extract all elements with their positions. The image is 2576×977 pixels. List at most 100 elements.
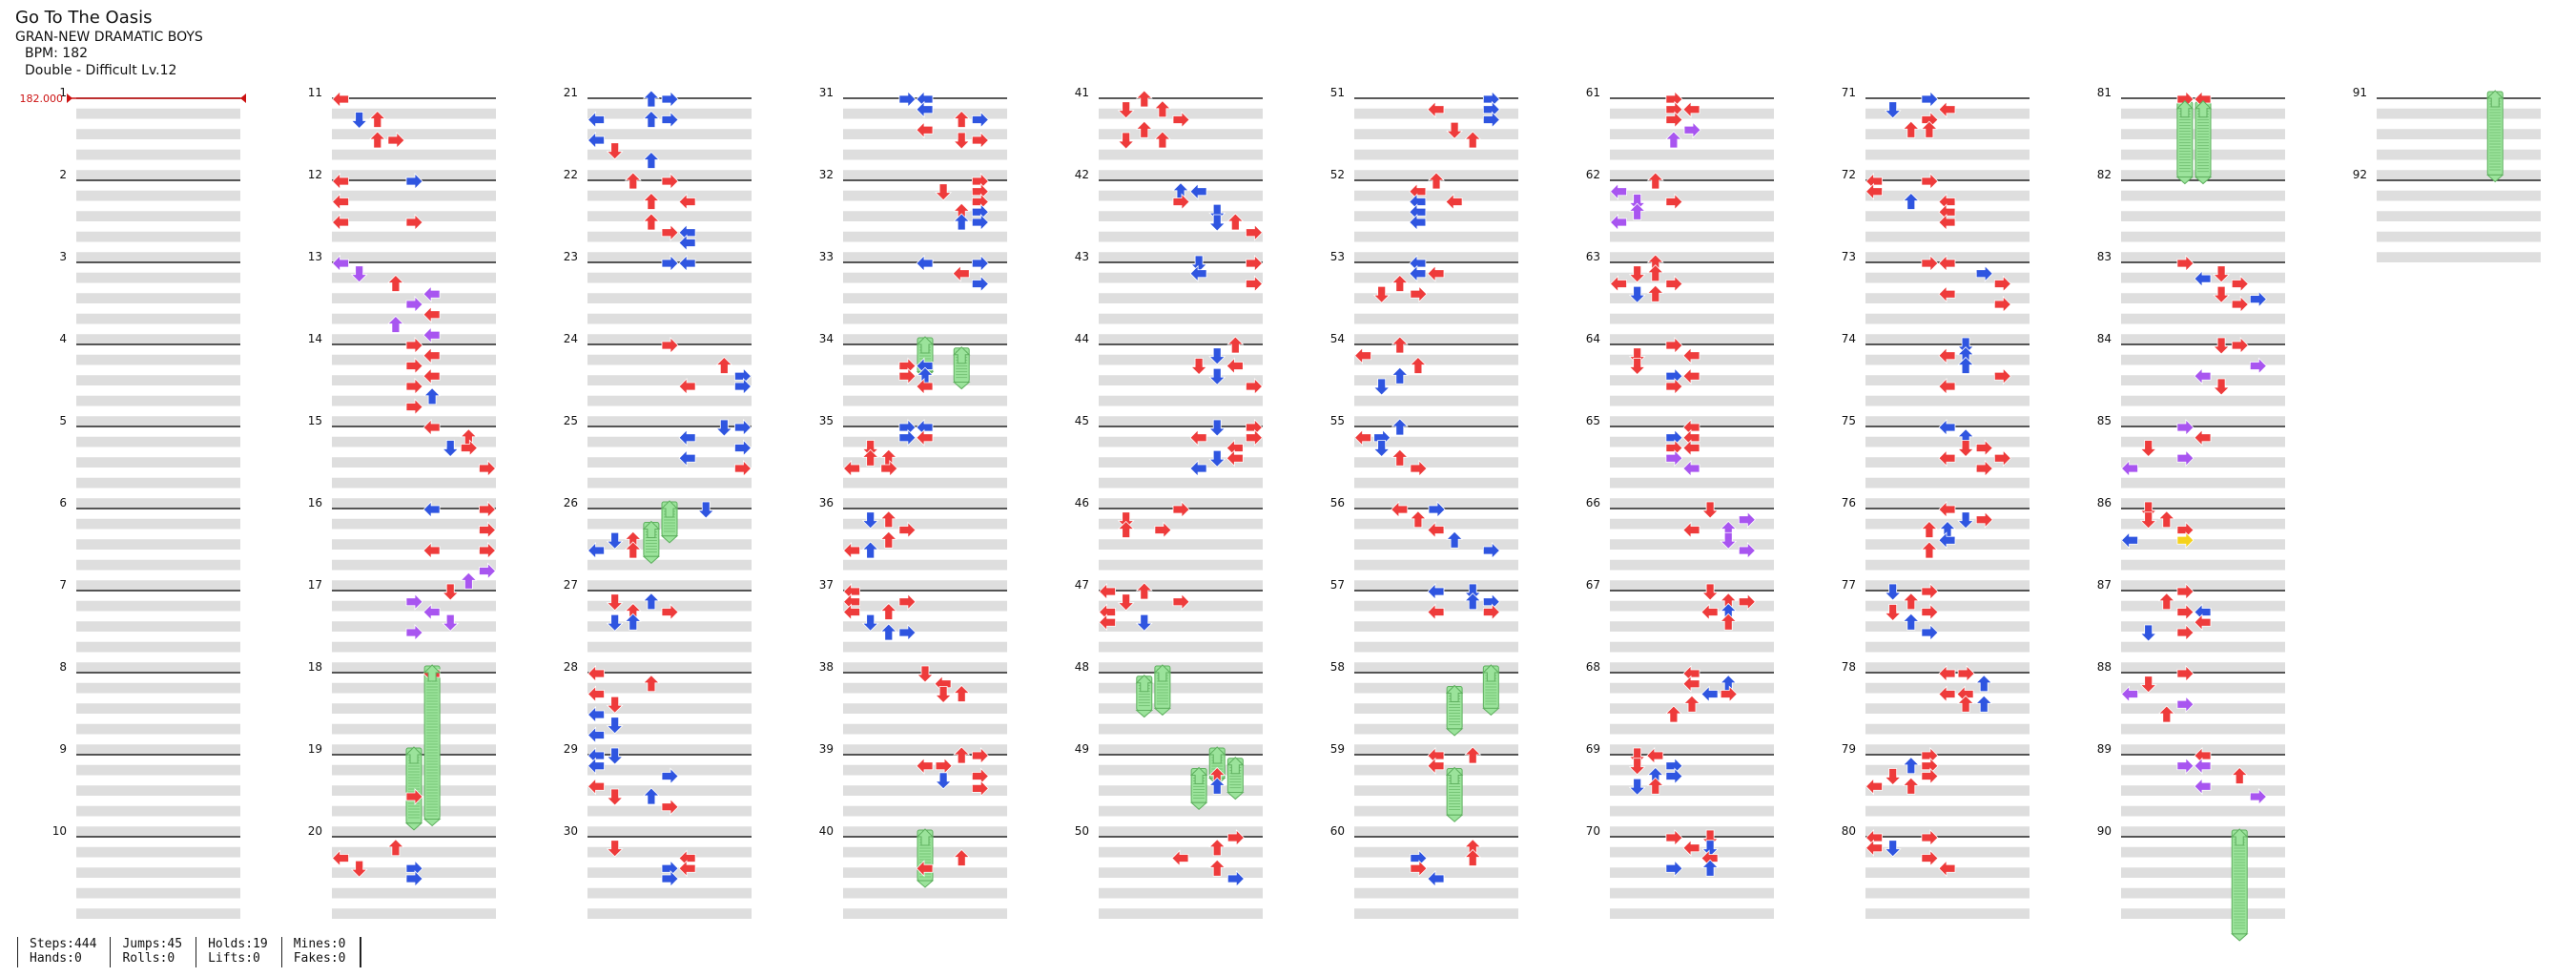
arrow-right-icon bbox=[734, 439, 752, 457]
beat-band bbox=[1865, 600, 2030, 612]
beat-band bbox=[843, 559, 1007, 571]
beat-band bbox=[1099, 641, 1263, 653]
arrow-right-icon bbox=[1975, 439, 1993, 457]
arrow-up-icon bbox=[1902, 592, 1920, 611]
arrow-up-icon bbox=[1646, 284, 1664, 302]
arrow-right-icon bbox=[2231, 337, 2249, 354]
beat-band bbox=[76, 498, 240, 509]
beat-band bbox=[332, 457, 496, 468]
measure-number: 22 bbox=[564, 168, 578, 181]
arrow-right-icon bbox=[1665, 337, 1683, 354]
arrow-right-icon bbox=[1226, 870, 1245, 887]
measure-number: 75 bbox=[1842, 414, 1856, 427]
beat-band bbox=[332, 846, 496, 858]
arrow-down-icon bbox=[1208, 367, 1226, 385]
arrow-down-icon bbox=[606, 747, 624, 765]
beat-band bbox=[843, 252, 1007, 262]
beat-band bbox=[1354, 375, 1518, 385]
beat-band bbox=[332, 354, 496, 365]
beat-band bbox=[1865, 190, 2030, 201]
measure-number: 69 bbox=[1586, 742, 1600, 756]
measure-number: 45 bbox=[1075, 414, 1089, 427]
beat-band bbox=[843, 600, 1007, 612]
beat-band bbox=[1099, 518, 1263, 530]
arrow-left-icon bbox=[1609, 275, 1627, 293]
measure-number: 21 bbox=[564, 86, 578, 99]
arrow-down-icon bbox=[917, 665, 934, 683]
arrow-left-icon bbox=[1609, 182, 1627, 200]
arrow-down-icon bbox=[697, 501, 715, 519]
beat-band bbox=[1099, 846, 1263, 858]
arrow-right-icon bbox=[1665, 111, 1683, 129]
arrow-up-icon bbox=[1135, 90, 1153, 108]
beat-band bbox=[1865, 641, 2030, 653]
arrow-left-icon bbox=[422, 603, 441, 621]
arrow-right-icon bbox=[405, 788, 423, 805]
beat-band bbox=[1099, 272, 1263, 283]
beat-band bbox=[2121, 641, 2285, 653]
beat-band bbox=[76, 211, 240, 221]
beat-band bbox=[1354, 395, 1518, 406]
arrow-up-icon bbox=[953, 213, 971, 231]
measure-number: 31 bbox=[819, 86, 834, 99]
arrow-left-icon bbox=[916, 255, 934, 272]
holds-count: Holds:19 bbox=[208, 937, 268, 951]
beat-band bbox=[843, 293, 1007, 303]
beat-band bbox=[76, 313, 240, 324]
arrow-left-icon bbox=[678, 860, 696, 878]
measure-number: 50 bbox=[1075, 824, 1089, 838]
hold-tail bbox=[2230, 933, 2249, 942]
beat-band bbox=[843, 682, 1007, 694]
arrow-left-icon bbox=[678, 255, 696, 272]
arrow-up-icon bbox=[1446, 530, 1464, 549]
beat-band bbox=[332, 682, 496, 694]
arrow-right-icon bbox=[405, 357, 423, 375]
arrow-down-icon bbox=[935, 772, 953, 790]
arrow-down-icon bbox=[1628, 358, 1646, 376]
arrow-right-icon bbox=[661, 870, 679, 887]
arrow-right-icon bbox=[1410, 460, 1428, 477]
beat-band bbox=[1610, 149, 1774, 160]
arrow-down-icon bbox=[442, 440, 460, 458]
arrow-right-icon bbox=[898, 91, 917, 108]
beat-band bbox=[332, 539, 496, 550]
arrow-right-icon bbox=[880, 460, 898, 477]
arrow-left-icon bbox=[422, 542, 441, 559]
beat-band bbox=[587, 190, 752, 201]
beat-band bbox=[76, 723, 240, 735]
measure-number: 51 bbox=[1330, 86, 1345, 99]
arrow-right-icon bbox=[661, 173, 679, 190]
arrow-left-icon bbox=[1682, 675, 1700, 693]
beat-band bbox=[332, 621, 496, 632]
beat-band bbox=[843, 272, 1007, 283]
beat-band bbox=[1099, 149, 1263, 160]
beat-band bbox=[332, 662, 496, 673]
arrow-left-icon bbox=[587, 132, 605, 149]
beat-band bbox=[2121, 518, 2285, 530]
beat-band bbox=[1099, 354, 1263, 365]
measure-number: 43 bbox=[1075, 250, 1089, 263]
arrow-right-icon bbox=[971, 111, 989, 129]
beat-band bbox=[332, 887, 496, 899]
beat-band bbox=[1099, 580, 1263, 591]
beat-band bbox=[332, 129, 496, 139]
beat-band bbox=[1865, 375, 2030, 385]
beat-band bbox=[843, 498, 1007, 509]
arrow-left-icon bbox=[331, 849, 349, 867]
beat-band bbox=[1354, 641, 1518, 653]
measure-number: 82 bbox=[2097, 168, 2112, 181]
hold-tail bbox=[1445, 814, 1464, 822]
arrow-right-icon bbox=[1665, 275, 1683, 293]
beat-band bbox=[587, 621, 752, 632]
arrow-right-icon bbox=[1921, 849, 1939, 867]
beat-band bbox=[76, 108, 240, 119]
beat-band bbox=[1865, 580, 2030, 591]
beat-band bbox=[76, 231, 240, 242]
beat-band bbox=[76, 559, 240, 571]
beat-band bbox=[1865, 887, 2030, 899]
beat-band bbox=[843, 723, 1007, 735]
arrow-right-icon bbox=[1993, 296, 2011, 313]
hold-head-arrow-icon bbox=[1445, 766, 1464, 784]
measure-number: 33 bbox=[819, 250, 834, 263]
beat-band bbox=[587, 887, 752, 899]
